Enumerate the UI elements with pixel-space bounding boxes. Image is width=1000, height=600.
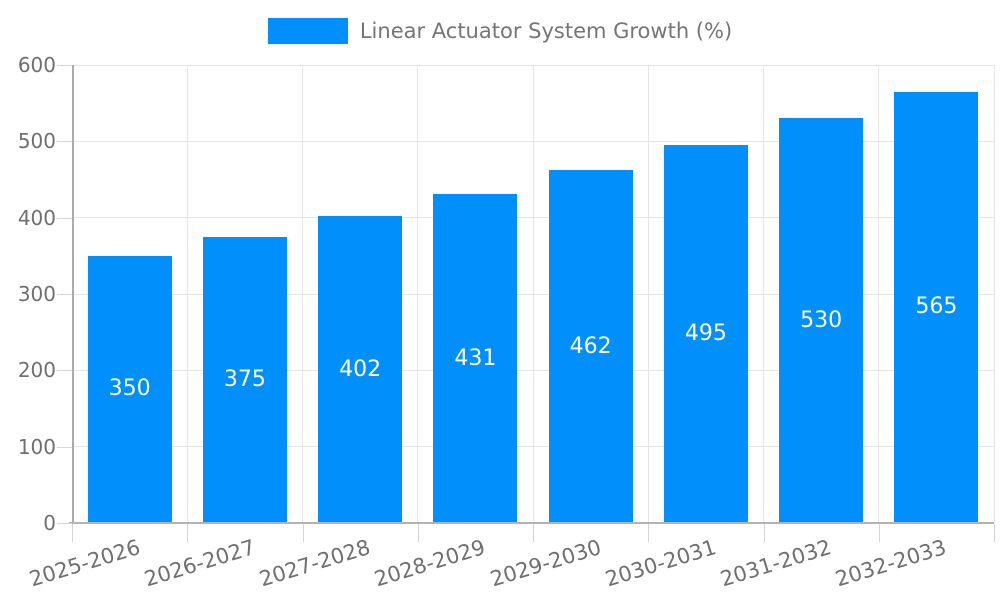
- x-axis-tick: [533, 524, 534, 542]
- y-axis-tick: [57, 294, 72, 295]
- x-axis-tick: [302, 524, 304, 542]
- v-gridline: [647, 65, 649, 523]
- legend: Linear Actuator System Growth (%): [0, 18, 1000, 44]
- legend-item[interactable]: Linear Actuator System Growth (%): [267, 18, 733, 44]
- x-axis-tick: [72, 524, 73, 542]
- bar[interactable]: [663, 145, 748, 523]
- bar-value-label: 530: [800, 307, 843, 333]
- bar[interactable]: [433, 194, 518, 523]
- y-axis-label: 200: [17, 358, 56, 383]
- y-axis-label: 0: [43, 511, 56, 535]
- y-axis-tick: [57, 141, 72, 143]
- bar-value-label: 350: [108, 376, 151, 402]
- plot-area: 350 375 402 431 462 495 530 565: [69, 64, 995, 524]
- v-gridline: [763, 65, 764, 523]
- y-axis-label: 500: [17, 129, 56, 154]
- legend-label: Linear Actuator System Growth (%): [359, 19, 733, 43]
- y-axis-tick: [57, 370, 72, 372]
- bar[interactable]: [87, 255, 172, 523]
- bar-value-label: 431: [454, 345, 497, 371]
- bar-value-label: 565: [915, 294, 958, 320]
- y-axis-tick: [57, 65, 72, 66]
- v-gridline: [993, 65, 995, 523]
- bar[interactable]: [548, 170, 633, 523]
- bar[interactable]: [894, 91, 979, 523]
- bar-value-label: 462: [569, 333, 612, 359]
- y-axis-label: 600: [17, 53, 56, 77]
- bar[interactable]: [318, 216, 403, 523]
- x-axis-tick: [648, 524, 650, 542]
- y-axis-label: 300: [17, 282, 56, 306]
- x-axis-line: [69, 522, 994, 524]
- y-axis-label: 400: [17, 205, 56, 230]
- y-axis-tick: [57, 523, 72, 524]
- v-gridline: [302, 65, 303, 523]
- bar[interactable]: [779, 118, 864, 523]
- x-axis-tick: [994, 524, 995, 542]
- v-gridline: [532, 65, 534, 523]
- bar-value-label: 495: [684, 321, 727, 347]
- x-axis-tick: [763, 524, 765, 542]
- x-axis-tick: [417, 524, 419, 542]
- bar-value-label: 375: [223, 366, 266, 392]
- legend-marker: [267, 18, 348, 44]
- y-axis-tick: [57, 217, 72, 219]
- x-axis-tick: [878, 524, 880, 542]
- y-axis-line: [72, 65, 74, 523]
- v-gridline: [417, 65, 419, 523]
- y-axis-tick: [57, 446, 72, 448]
- bar-value-label: 402: [339, 356, 382, 382]
- y-axis-label: 100: [17, 434, 56, 459]
- v-gridline: [878, 65, 880, 523]
- bar[interactable]: [202, 236, 287, 523]
- x-axis-tick: [187, 524, 189, 542]
- v-gridline: [186, 65, 188, 523]
